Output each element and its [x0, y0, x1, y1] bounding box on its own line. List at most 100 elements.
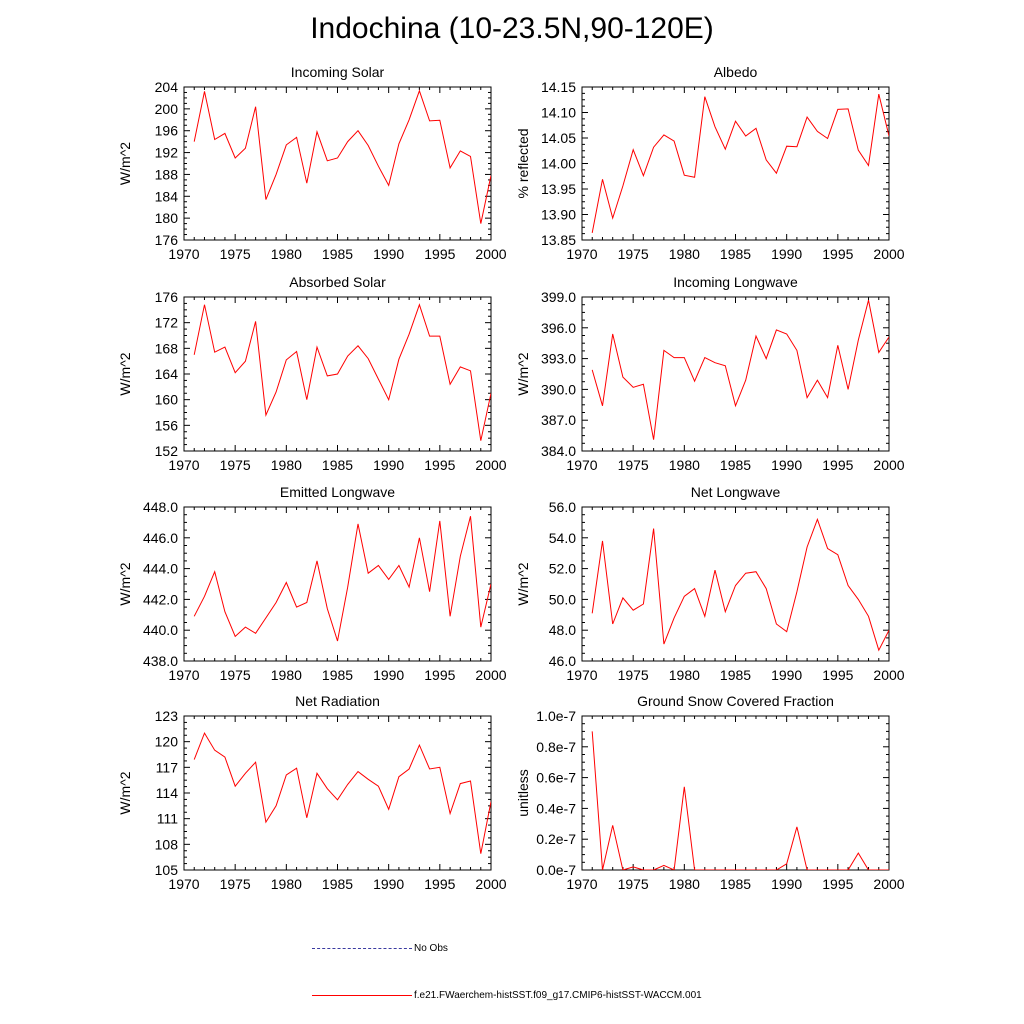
x-tick-label: 2000	[873, 457, 904, 473]
y-tick-label: 390.0	[541, 381, 576, 397]
x-tick-label: 1970	[566, 457, 597, 473]
x-tick-label: 1985	[322, 667, 353, 683]
plot-frame	[183, 506, 492, 662]
x-tick-label: 2000	[475, 246, 506, 262]
y-tick-label: 176	[155, 289, 179, 305]
x-tick-label: 1985	[322, 246, 353, 262]
x-tick-label: 1980	[669, 246, 700, 262]
y-tick-label: 14.05	[541, 130, 576, 146]
plot-frame	[183, 715, 492, 871]
series-line	[591, 731, 889, 870]
y-tick-label: 444.0	[143, 561, 178, 577]
y-tick-label: 393.0	[541, 351, 576, 367]
x-tick-label: 1975	[220, 876, 251, 892]
x-tick-label: 1980	[669, 457, 700, 473]
y-tick-label: 0.4e-7	[536, 800, 576, 816]
x-tick-label: 1970	[168, 667, 199, 683]
plot-frame	[581, 86, 890, 241]
y-tick-label: 204	[155, 79, 179, 95]
x-tick-label: 2000	[873, 246, 904, 262]
legend-model-label: f.e21.FWaerchem-histSST.f09_g17.CMIP6-hi…	[414, 990, 702, 1001]
x-tick-label: 1975	[618, 876, 649, 892]
y-tick-label: 196	[155, 123, 179, 139]
y-tick-label: 46.0	[549, 653, 576, 669]
x-tick-label: 1990	[771, 667, 802, 683]
x-tick-label: 1990	[373, 876, 404, 892]
y-tick-label: 13.95	[541, 181, 576, 197]
chart-panel-5: Emitted Longwave W/m^2 1970 1975 1980 1985 199…	[117, 484, 507, 683]
y-tick-label: 180	[155, 210, 179, 226]
x-tick-label: 1995	[424, 667, 455, 683]
y-axis-label: W/m^2	[515, 562, 531, 605]
chart-panel-8: Ground Snow Covered Fraction unitless 1970…	[515, 693, 905, 892]
x-tick-label: 1975	[618, 246, 649, 262]
y-tick-label: 120	[155, 734, 179, 750]
x-tick-label: 1980	[271, 457, 302, 473]
legend-obs-line	[312, 948, 412, 949]
x-tick-label: 2000	[873, 876, 904, 892]
x-tick-label: 2000	[475, 457, 506, 473]
y-tick-label: 117	[156, 759, 179, 775]
y-tick-label: 0.0e-7	[536, 862, 576, 878]
legend-model: f.e21.FWaerchem-histSST.f09_g17.CMIP6-hi…	[312, 990, 702, 1001]
x-tick-label: 2000	[475, 667, 506, 683]
x-tick-label: 1985	[720, 457, 751, 473]
x-tick-label: 1990	[771, 457, 802, 473]
y-tick-label: 184	[155, 188, 179, 204]
y-tick-label: 384.0	[541, 443, 576, 459]
x-tick-label: 1995	[424, 457, 455, 473]
y-tick-label: 188	[155, 166, 179, 182]
y-tick-label: 0.8e-7	[536, 739, 576, 755]
y-tick-label: 172	[155, 315, 179, 331]
y-tick-label: 152	[155, 443, 179, 459]
y-tick-label: 14.10	[541, 105, 576, 121]
y-tick-label: 105	[155, 862, 179, 878]
y-tick-label: 13.90	[541, 207, 576, 223]
x-tick-label: 1995	[424, 876, 455, 892]
x-tick-label: 1975	[618, 457, 649, 473]
y-tick-label: 164	[155, 366, 179, 382]
plot-frame	[581, 506, 890, 662]
y-tick-label: 54.0	[549, 530, 576, 546]
x-tick-label: 1975	[220, 246, 251, 262]
y-tick-label: 0.2e-7	[536, 831, 576, 847]
y-axis-label: W/m^2	[117, 771, 133, 814]
x-tick-label: 1985	[720, 667, 751, 683]
chart-panel-4: Incoming Longwave W/m^2 1970 1975 1980 1985 19…	[515, 274, 905, 473]
x-tick-label: 1975	[220, 457, 251, 473]
y-tick-label: 111	[157, 811, 178, 827]
y-tick-label: 14.15	[541, 79, 576, 95]
chart-panel-6: Net Longwave W/m^2 1970 1975 1980 1985 1990 199…	[515, 484, 905, 683]
x-tick-label: 1980	[669, 667, 700, 683]
x-tick-label: 1970	[566, 667, 597, 683]
legend-obs: No Obs	[312, 943, 448, 954]
legend-model-line	[312, 995, 412, 996]
y-tick-label: 192	[155, 145, 179, 161]
chart-title: Incoming Longwave	[673, 274, 798, 290]
x-tick-label: 1990	[373, 667, 404, 683]
y-tick-label: 442.0	[143, 591, 178, 607]
chart-title: Emitted Longwave	[280, 484, 395, 500]
series-line	[193, 303, 491, 441]
chart-title: Incoming Solar	[291, 64, 385, 80]
series-line	[193, 731, 491, 854]
y-tick-label: 440.0	[143, 622, 178, 638]
y-tick-label: 0.6e-7	[536, 770, 576, 786]
legend-obs-label: No Obs	[414, 943, 448, 954]
y-tick-label: 396.0	[541, 320, 576, 336]
y-tick-label: 123	[155, 708, 179, 724]
y-tick-label: 387.0	[541, 412, 576, 428]
x-tick-label: 1995	[822, 457, 853, 473]
x-tick-label: 1995	[822, 246, 853, 262]
x-tick-label: 1980	[271, 667, 302, 683]
series-line	[193, 516, 491, 642]
series-line	[591, 299, 889, 440]
x-tick-label: 1990	[373, 457, 404, 473]
x-tick-label: 1970	[566, 876, 597, 892]
x-tick-label: 1985	[322, 457, 353, 473]
plot-frame	[183, 86, 492, 241]
x-tick-label: 1995	[424, 246, 455, 262]
x-tick-label: 1975	[618, 667, 649, 683]
chart-panel-7: Net Radiation W/m^2 1970 1975 1980 1985 1990 19…	[117, 693, 507, 892]
